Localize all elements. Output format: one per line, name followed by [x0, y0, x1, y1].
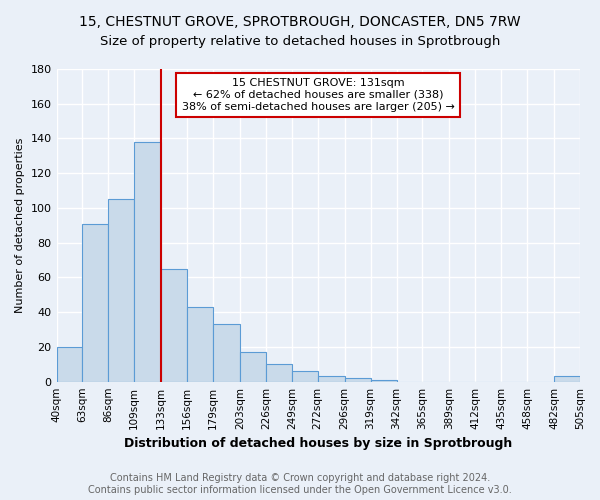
Bar	[187, 307, 213, 382]
X-axis label: Distribution of detached houses by size in Sprotbrough: Distribution of detached houses by size …	[124, 437, 512, 450]
Bar	[161, 269, 187, 382]
Bar	[56, 347, 82, 382]
Text: Size of property relative to detached houses in Sprotbrough: Size of property relative to detached ho…	[100, 35, 500, 48]
Bar	[134, 142, 161, 382]
Bar	[292, 372, 318, 382]
Bar	[109, 200, 134, 382]
Bar	[266, 364, 292, 382]
Text: 15 CHESTNUT GROVE: 131sqm
← 62% of detached houses are smaller (338)
38% of semi: 15 CHESTNUT GROVE: 131sqm ← 62% of detac…	[182, 78, 455, 112]
Text: Contains HM Land Registry data © Crown copyright and database right 2024.
Contai: Contains HM Land Registry data © Crown c…	[88, 474, 512, 495]
Y-axis label: Number of detached properties: Number of detached properties	[15, 138, 25, 313]
Text: 15, CHESTNUT GROVE, SPROTBROUGH, DONCASTER, DN5 7RW: 15, CHESTNUT GROVE, SPROTBROUGH, DONCAST…	[79, 15, 521, 29]
Bar	[371, 380, 397, 382]
Bar	[82, 224, 109, 382]
Bar	[240, 352, 266, 382]
Bar	[213, 324, 240, 382]
Bar	[318, 376, 345, 382]
Bar	[345, 378, 371, 382]
Bar	[554, 376, 580, 382]
